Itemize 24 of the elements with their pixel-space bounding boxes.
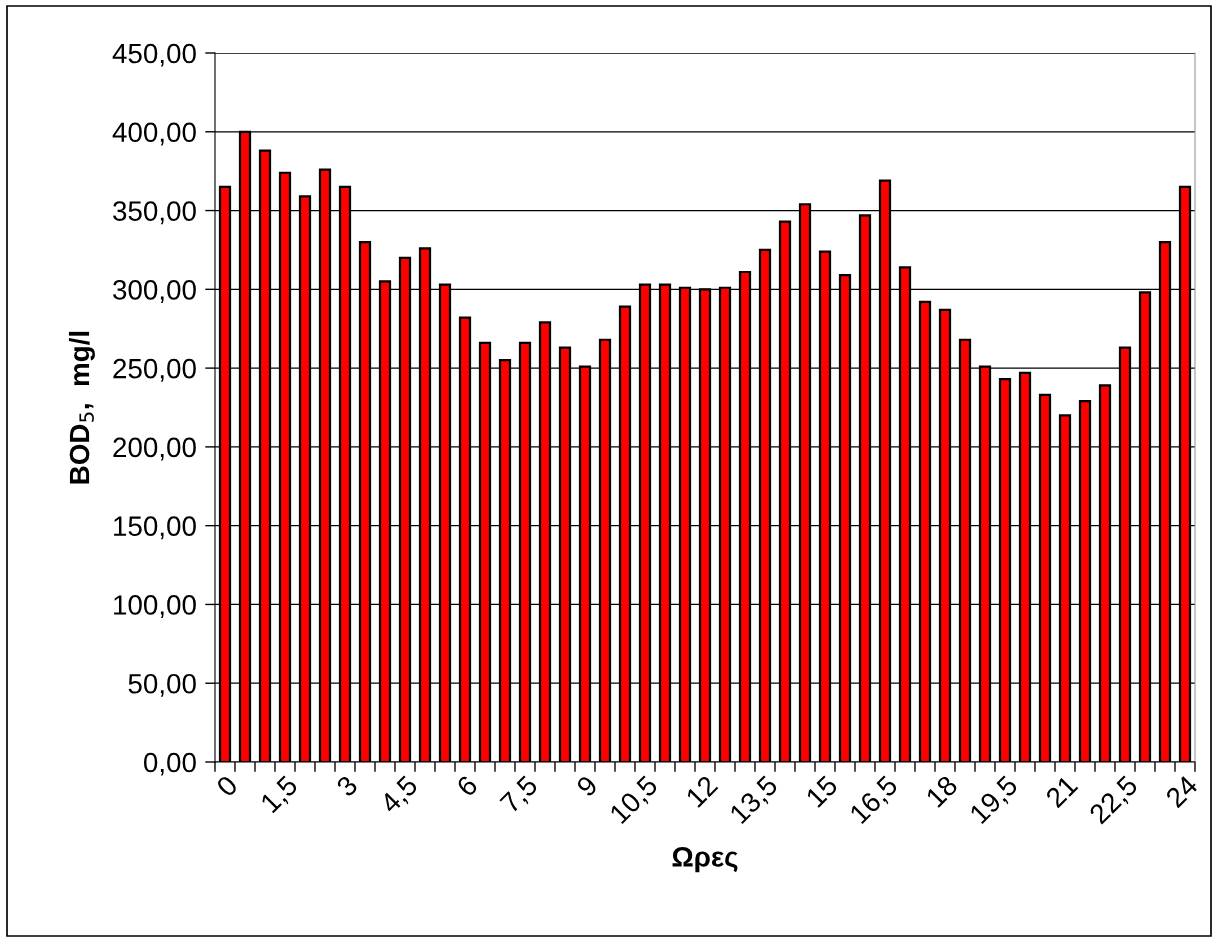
x-axis-title: Ωρες [672, 847, 738, 873]
y-tick-label: 150,00 [114, 516, 196, 540]
y-tick-label: 250,00 [113, 358, 196, 382]
x-tick-label: 15 [805, 774, 839, 808]
y-tick-label: 200,00 [113, 437, 196, 461]
x-tick-label: 6 [455, 774, 479, 798]
y-tick-label: 0,00 [143, 752, 196, 776]
x-tick-label: 3 [335, 774, 359, 798]
y-axis-title: BOD$_{5}$, mg/l [68, 331, 95, 484]
y-tick-label: 300,00 [113, 280, 196, 303]
y-tick-label: 400,00 [112, 122, 196, 146]
x-tick-label: 0 [215, 774, 239, 798]
x-tick-label: 1,5 [259, 774, 301, 816]
y-tick-label: 450,00 [112, 43, 196, 67]
x-tick-label: 24 [1164, 774, 1199, 809]
x-tick-label: 12 [685, 774, 719, 808]
x-tick-label: 18 [925, 774, 959, 808]
x-tick-label: 21 [1044, 774, 1079, 809]
y-tick-label: 350,00 [113, 201, 196, 225]
y-tick-label: 100,00 [114, 595, 196, 619]
x-tick-label: 4,5 [378, 774, 421, 817]
x-tick-label: 9 [575, 774, 599, 798]
y-tick-label: 50,00 [128, 673, 196, 697]
x-tick-label: 7,5 [499, 774, 541, 817]
